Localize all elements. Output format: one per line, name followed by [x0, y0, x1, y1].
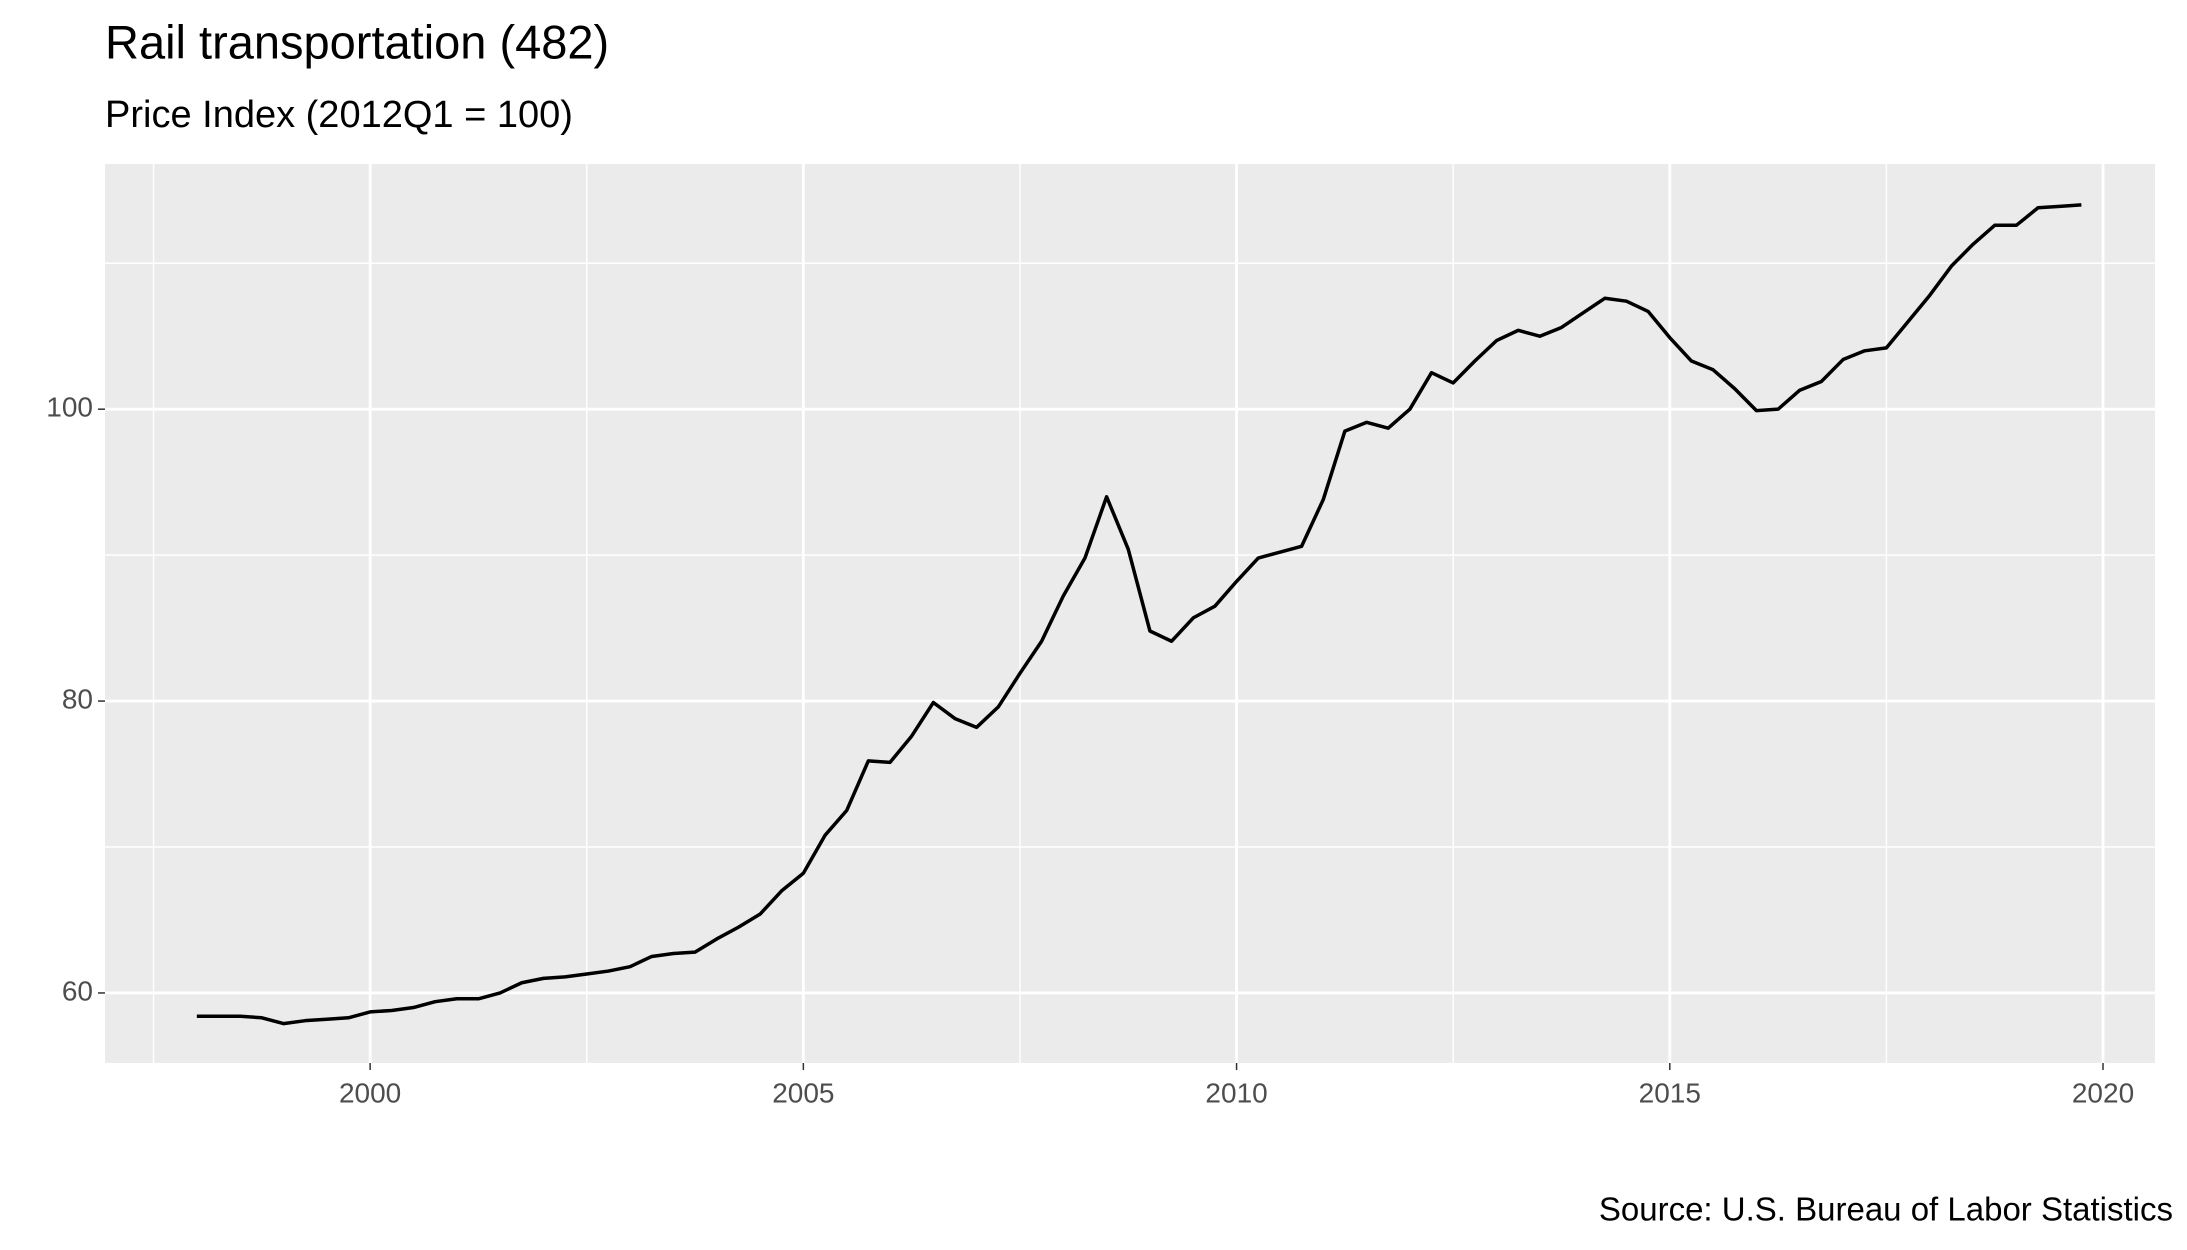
- chart-title: Rail transportation (482): [105, 15, 609, 68]
- y-tick-label: 100: [46, 392, 93, 423]
- grid: 60 80 100 2000 2005 2010 2015 2020: [46, 164, 2155, 1108]
- x-tick-label: 2005: [772, 1077, 834, 1108]
- y-tick-label: 60: [62, 975, 93, 1006]
- caption: Source: U.S. Bureau of Labor Statistics: [1599, 1191, 2173, 1228]
- x-tick-label: 2020: [2072, 1077, 2134, 1108]
- data-line: [196, 203, 2082, 1026]
- x-tick-label: 2000: [339, 1077, 401, 1108]
- panel: [105, 164, 2155, 1063]
- chart-subtitle: Price Index (2012Q1 = 100): [105, 94, 573, 136]
- x-tick-label: 2010: [1205, 1077, 1267, 1108]
- plot: [196, 203, 2082, 1026]
- x-tick-label: 2015: [1639, 1077, 1701, 1108]
- y-tick-label: 80: [62, 683, 93, 714]
